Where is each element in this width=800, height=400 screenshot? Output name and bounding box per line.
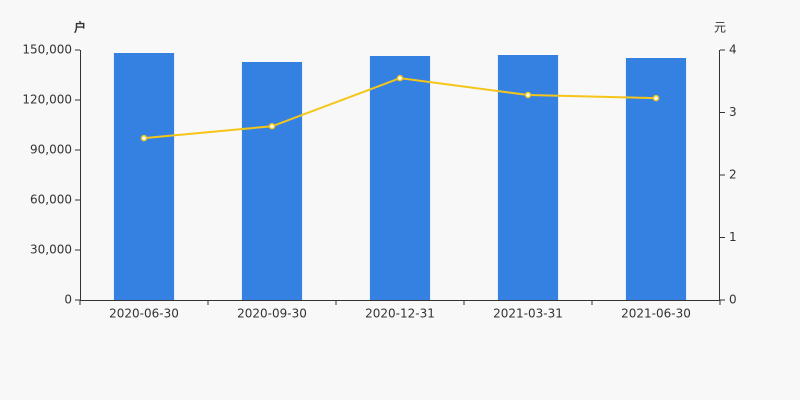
x-tick-label: 2020-06-30 <box>109 307 179 321</box>
line-point <box>524 91 532 99</box>
y2-axis-unit: 元 <box>714 21 726 35</box>
y2-tick-label: 3 <box>729 105 737 119</box>
x-tick-label: 2020-09-30 <box>237 307 307 321</box>
y-tick-label: 60,000 <box>30 193 72 207</box>
bar <box>369 56 431 300</box>
line-point <box>652 94 660 102</box>
bar <box>241 62 303 300</box>
y-tick-label: 0 <box>64 293 72 307</box>
x-tick-label: 2021-06-30 <box>621 307 691 321</box>
y2-tick-label: 0 <box>729 293 737 307</box>
bar <box>113 53 175 300</box>
y-tick-label: 90,000 <box>30 143 72 157</box>
y-tick-label: 30,000 <box>30 243 72 257</box>
y-axis-unit: 户 <box>74 20 86 35</box>
y-tick-label: 120,000 <box>22 93 72 107</box>
y2-tick-label: 1 <box>729 230 737 244</box>
line-point <box>268 123 276 130</box>
line-point <box>140 134 148 142</box>
line-point <box>396 74 404 82</box>
y-tick-label: 150,000 <box>22 43 72 57</box>
y2-tick-label: 4 <box>729 43 737 57</box>
y2-tick-label: 2 <box>729 168 737 182</box>
bar <box>625 58 687 300</box>
x-tick-label: 2021-03-31 <box>493 307 563 321</box>
x-tick-label: 2020-12-31 <box>365 307 435 321</box>
